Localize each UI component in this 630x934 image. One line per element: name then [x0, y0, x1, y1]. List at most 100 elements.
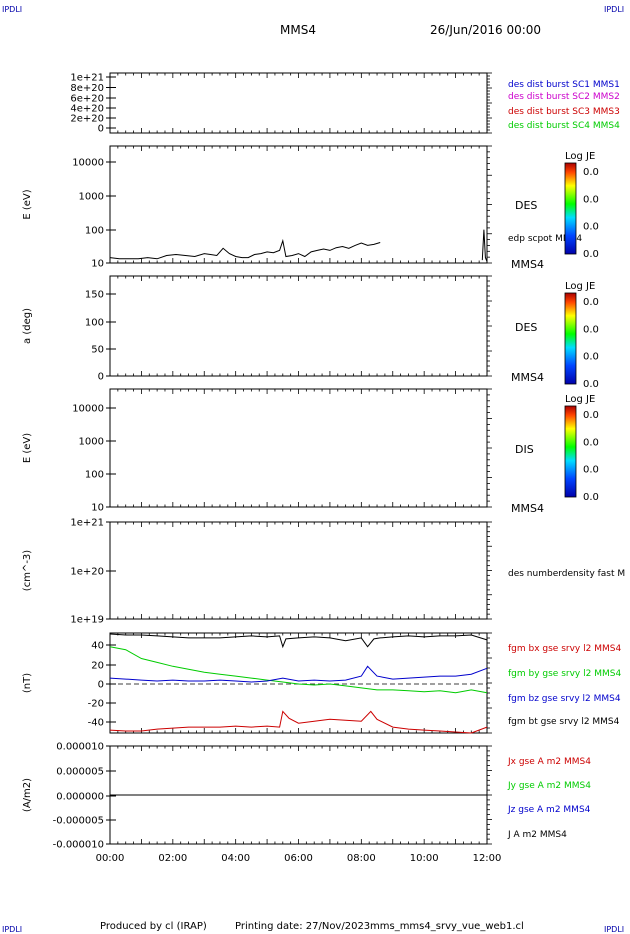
colorbar-title: Log JE — [565, 281, 595, 292]
y-tick-label: 150 — [85, 290, 104, 301]
plot-frame — [109, 145, 488, 264]
panel-2: 10000 1000 100 10 E (eV) DES edp scpot MMS4 MMS… — [22, 145, 599, 271]
y-axis-label: E (eV) — [22, 433, 33, 463]
y-axis-label: E (eV) — [22, 189, 33, 219]
y-tick-label: 0.000000 — [56, 792, 104, 803]
legend-entry: fgm bx gse srvy l2 MMS4 — [508, 644, 621, 654]
panel-instrument-label: DES — [515, 321, 537, 334]
legend-entry: des dist burst SC3 MMS3 — [508, 107, 620, 117]
colorbar-tick-label: 0.0 — [583, 437, 599, 448]
y-tick-label: 0 — [98, 372, 104, 383]
colorbar-tick-label: 0.0 — [583, 352, 599, 363]
legend-entry: Jx gse A m2 MMS4 — [507, 757, 591, 767]
colorbar-tick-label: 0.0 — [583, 167, 599, 178]
colorbar — [564, 162, 577, 255]
y-tick-label: 100 — [85, 318, 104, 329]
y-tick-label: 2e+20 — [70, 114, 104, 125]
date-title: 26/Jun/2016 00:00 — [430, 23, 541, 37]
y-tick-label: 10 — [91, 503, 104, 514]
colorbar-tick-label: 0.0 — [583, 249, 599, 260]
y-tick-label: 20 — [91, 661, 104, 672]
legend-entry: fgm bz gse srvy l2 MMS4 — [508, 694, 621, 704]
x-tick-label: 04:00 — [221, 853, 250, 864]
y-tick-label: 0 — [98, 124, 104, 135]
colorbar-tick-label: 0.0 — [583, 222, 599, 233]
legend-entry: des dist burst SC1 MMS1 — [508, 80, 620, 90]
footer-printing-date: Printing date: 27/Nov/2023 — [235, 921, 370, 932]
y-axis-label: a (deg) — [22, 308, 33, 344]
series-line — [109, 646, 488, 694]
x-tick-label: 12:00 — [473, 853, 502, 864]
y-tick-label: -0.000010 — [53, 840, 104, 851]
legend-entry: Jy gse A m2 MMS4 — [507, 781, 591, 791]
y-tick-label: 50 — [91, 345, 104, 356]
x-tick-label: 02:00 — [158, 853, 187, 864]
panel-6: 40 20 0 -20 -40 (nT) fgm bx gse srvy l2 MMS4 fg… — [22, 632, 621, 734]
series-line — [109, 238, 381, 260]
y-axis-label: (A/m2) — [22, 778, 33, 812]
y-tick-label: 100 — [85, 226, 104, 237]
y-tick-label: -40 — [88, 718, 104, 729]
y-tick-label: 1e+21 — [70, 518, 104, 529]
y-tick-label: 4e+20 — [70, 104, 104, 115]
x-tick-label: 10:00 — [410, 853, 439, 864]
panel-spacecraft-label: MMS4 — [511, 502, 544, 515]
x-tick-label: 06:00 — [284, 853, 313, 864]
legend-entry: fgm bt gse srvy l2 MMS4 — [508, 717, 620, 727]
y-tick-label: 10000 — [72, 404, 104, 415]
x-tick-label: 00:00 — [96, 853, 125, 864]
colorbar-tick-label: 0.0 — [583, 297, 599, 308]
colorbar-title: Log JE — [565, 151, 595, 162]
corner-mark-top-left: IPDLI — [2, 5, 22, 14]
panel-4: 10000 1000 100 10 E (eV) DIS MMS4 Log JE 0.0 0.0 0… — [22, 388, 599, 515]
corner-mark-bottom-left: IPDLI — [2, 925, 22, 934]
series-line — [109, 710, 488, 734]
colorbar-tick-label: 0.0 — [583, 465, 599, 476]
y-tick-label: 0.000005 — [56, 767, 104, 778]
y-tick-label: 1e+21 — [70, 73, 104, 84]
y-tick-label: 8e+20 — [70, 83, 104, 94]
series-line — [481, 229, 488, 262]
panel-7: 0.000010 0.000005 0.000000 -0.000005 -0.0000… — [22, 742, 591, 865]
x-tick-label: 08:00 — [347, 853, 376, 864]
y-tick-label: 1000 — [79, 192, 104, 203]
y-tick-label: -20 — [88, 699, 104, 710]
y-tick-label: 10000 — [72, 158, 104, 169]
y-tick-label: 40 — [91, 641, 104, 652]
colorbar-tick-label: 0.0 — [583, 410, 599, 421]
plot-frame — [109, 521, 488, 620]
panel-3: 150 100 50 0 a (deg) DES MMS4 Log JE 0.0 0.0 0.0 0.… — [22, 275, 599, 390]
colorbar-tick-label: 0.0 — [583, 492, 599, 503]
legend-entry: Jz gse A m2 MMS4 — [507, 805, 591, 815]
y-tick-label: 1e+20 — [70, 567, 104, 578]
panel-instrument-label: DIS — [515, 443, 534, 456]
panel-5: 1e+21 1e+20 1e+19 (cm^-3) des numberdensity … — [22, 518, 625, 626]
y-tick-label: -0.000005 — [53, 816, 104, 827]
colorbar-tick-label: 0.0 — [583, 194, 599, 205]
legend-entry: des numberdensity fast M — [508, 569, 625, 579]
series-line — [109, 665, 488, 683]
colorbar-tick-label: 0.0 — [583, 379, 599, 390]
legend-entry: des dist burst SC4 MMS4 — [508, 121, 620, 131]
plot-frame — [109, 632, 488, 734]
colorbar-title: Log JE — [565, 394, 595, 405]
plot-frame — [109, 388, 488, 508]
colorbar — [564, 405, 577, 498]
corner-mark-bottom-right: IPDLI — [604, 925, 624, 934]
corner-mark-top-right: IPDLI — [604, 5, 624, 14]
plot-frame — [109, 275, 488, 377]
spacecraft-title: MMS4 — [280, 23, 316, 37]
y-tick-label: 6e+20 — [70, 94, 104, 105]
y-axis-label: (cm^-3) — [22, 550, 33, 591]
plot-frame — [109, 72, 488, 134]
series-line — [109, 633, 488, 649]
legend-entry: des dist burst SC2 MMS2 — [508, 92, 620, 102]
y-tick-label: 0.000010 — [56, 742, 104, 753]
legend-entry: J A m2 MMS4 — [507, 830, 567, 840]
footer-filename: mms_mms4_srvy_vue_web1.cl — [370, 921, 524, 932]
legend-entry: fgm by gse srvy l2 MMS4 — [508, 669, 621, 679]
panel-series-label: edp scpot MMS4 — [508, 234, 582, 244]
